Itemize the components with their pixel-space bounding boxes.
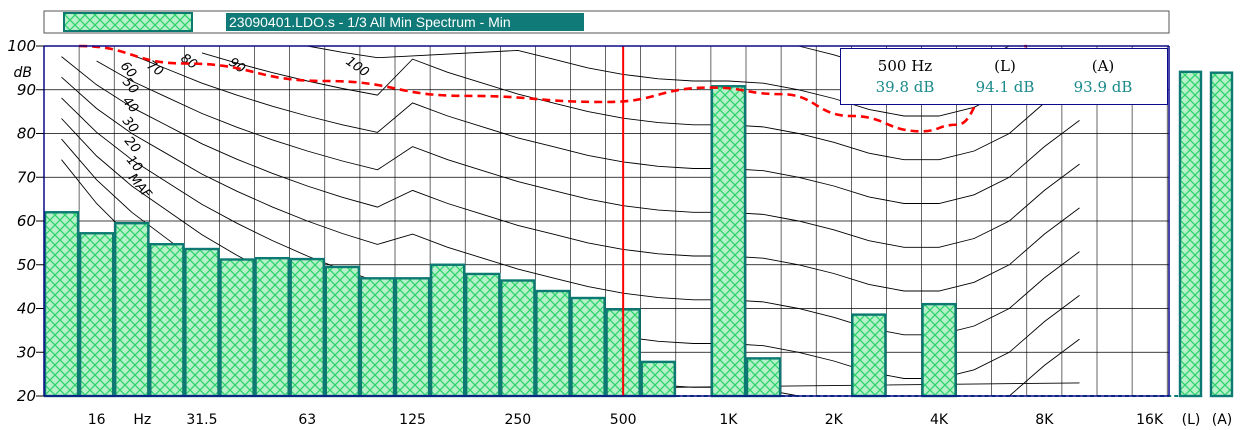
spectrum-bar (394, 277, 431, 398)
y-tick-label: 50 (17, 256, 36, 274)
contour-label: 60 (117, 59, 139, 81)
l-value: 94.1 dB (975, 78, 1035, 96)
loudness-contour (61, 56, 1080, 292)
loudness-contour (307, 45, 1045, 117)
legend-frame (43, 10, 1170, 34)
contour-label: MAF (125, 171, 155, 202)
x-tick-label: 16 (88, 412, 106, 428)
spectrum-bar (113, 221, 150, 398)
loudness-contour (131, 54, 1080, 204)
spectrum-bar (570, 296, 606, 398)
x-tick-label: Hz (133, 412, 151, 428)
x-tick-label: 1K (719, 412, 738, 428)
spectrum-bar (710, 85, 747, 398)
spectrum-bar (43, 211, 80, 398)
overall-tick-label: (L) (1182, 412, 1201, 428)
y-tick-label: 80 (17, 125, 36, 143)
legend-label: 23090401.LDO.s - 1/3 All Min Spectrum - … (229, 14, 511, 30)
contour-label: 80 (178, 51, 200, 73)
overall-bar (1209, 71, 1234, 398)
x-tick-label: 16K (1136, 412, 1164, 428)
x-tick-label: 125 (399, 412, 426, 428)
spectrum-bar (921, 302, 957, 398)
x-tick-label: 2K (825, 412, 844, 428)
y-tick-label: 60 (17, 212, 36, 230)
overall-bar (1178, 70, 1203, 398)
spectrum-bar (500, 279, 536, 398)
spectrum-bar (465, 272, 501, 398)
spectrum-bar (745, 357, 782, 398)
x-tick-label: 4K (930, 412, 949, 428)
spectrum-bar (289, 257, 326, 398)
a-label: (A) (1091, 57, 1115, 75)
spectrum-bar (429, 263, 466, 398)
spectrum-bar (254, 256, 290, 398)
a-readout: (A) 93.9 dB (1053, 57, 1153, 96)
y-tick-label: 30 (17, 343, 36, 361)
legend-label-bg (226, 13, 584, 31)
cursor-readout-panel: 500 Hz 39.8 dB (L) 94.1 dB (A) 93.9 dB (840, 48, 1168, 105)
spectrum-bar (149, 242, 185, 398)
loudness-contour (201, 52, 1080, 161)
x-tick-label: 250 (504, 412, 531, 428)
contour-label: 20 (121, 134, 143, 156)
x-tick-label: 8K (1035, 412, 1054, 428)
overall-tick-label: (A) (1212, 412, 1233, 428)
cursor-level-value: 39.8 dB (875, 78, 935, 96)
y-axis-unit: dB (14, 65, 33, 81)
legend-swatch (63, 12, 193, 32)
spectrum-bar (184, 247, 220, 398)
cursor-readout: 500 Hz 39.8 dB (855, 57, 955, 96)
spectrum-bar (359, 277, 396, 398)
l-readout: (L) 94.1 dB (955, 57, 1055, 96)
cursor-frequency-label: 500 Hz (877, 57, 933, 75)
contour-label: 10 (123, 153, 145, 175)
contour-label: 100 (343, 54, 372, 81)
spectrum-bar (78, 232, 115, 398)
spectrum-bar (535, 289, 571, 398)
a-value: 93.9 dB (1073, 78, 1133, 96)
spectrum-bar (851, 313, 887, 398)
contour-label: 30 (119, 114, 141, 136)
spectrum-bar (219, 258, 255, 398)
threshold-and-cursor (79, 44, 1028, 396)
spectrum-bar (324, 265, 361, 398)
threshold-line (79, 44, 1028, 133)
y-tick-label: 90 (17, 81, 36, 99)
bars (43, 70, 1234, 398)
y-tick-label: 100 (7, 37, 36, 55)
loudness-contour (96, 60, 1080, 248)
y-tick-label: 20 (17, 387, 36, 405)
y-tick-label: 40 (17, 300, 36, 318)
loudness-contour (61, 76, 1080, 336)
contour-label: 40 (119, 94, 141, 116)
y-tick-label: 70 (17, 168, 36, 186)
l-label: (L) (994, 57, 1016, 75)
x-tick-label: 31.5 (186, 412, 217, 428)
x-tick-label: 500 (610, 412, 637, 428)
contour-label: 90 (226, 55, 248, 77)
spectrum-bar (640, 360, 677, 398)
x-tick-label: 63 (298, 412, 316, 428)
